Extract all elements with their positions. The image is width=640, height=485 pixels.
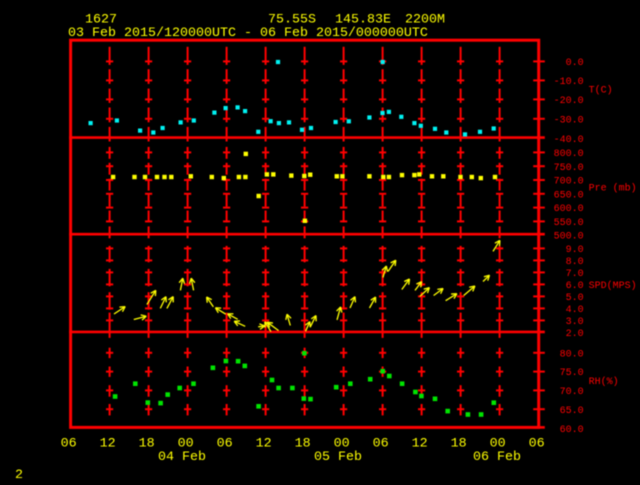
svg-text:18: 18 xyxy=(139,437,155,452)
svg-text:3.0: 3.0 xyxy=(566,317,584,328)
svg-text:06: 06 xyxy=(61,437,77,452)
svg-text:7.0: 7.0 xyxy=(566,269,584,280)
svg-text:9.0: 9.0 xyxy=(566,245,584,256)
svg-text:70.0: 70.0 xyxy=(560,387,584,398)
svg-text:Pre (mb): Pre (mb) xyxy=(589,183,637,195)
svg-text:12: 12 xyxy=(412,437,428,452)
svg-text:550.0: 550.0 xyxy=(554,218,584,229)
svg-text:RH(%): RH(%) xyxy=(589,376,619,388)
svg-text:75.0: 75.0 xyxy=(560,368,584,379)
svg-text:4.0: 4.0 xyxy=(566,305,584,316)
svg-text:SPD(MPS): SPD(MPS) xyxy=(589,280,637,292)
svg-text:500.0: 500.0 xyxy=(554,232,584,243)
svg-text:750.0: 750.0 xyxy=(554,163,584,174)
svg-text:80.0: 80.0 xyxy=(560,349,584,360)
svg-text:-20.0: -20.0 xyxy=(554,96,584,107)
svg-text:65.0: 65.0 xyxy=(560,406,584,417)
svg-text:-30.0: -30.0 xyxy=(554,115,584,126)
svg-text:12: 12 xyxy=(256,437,272,452)
svg-text:6.0: 6.0 xyxy=(566,281,584,292)
svg-text:-40.0: -40.0 xyxy=(554,135,584,146)
svg-text:0.0: 0.0 xyxy=(566,58,584,69)
svg-text:60.0: 60.0 xyxy=(560,425,584,436)
svg-text:04 Feb: 04 Feb xyxy=(158,450,206,465)
svg-text:600.0: 600.0 xyxy=(554,204,584,215)
svg-text:8.0: 8.0 xyxy=(566,257,584,268)
svg-text:2: 2 xyxy=(15,468,23,480)
svg-text:700.0: 700.0 xyxy=(554,177,584,188)
svg-text:06 Feb: 06 Feb xyxy=(473,450,521,465)
svg-text:18: 18 xyxy=(295,437,311,452)
svg-text:2.0: 2.0 xyxy=(566,329,584,340)
svg-text:05 Feb: 05 Feb xyxy=(314,450,362,465)
svg-text:06: 06 xyxy=(217,437,233,452)
svg-text:12: 12 xyxy=(100,437,116,452)
svg-text:06: 06 xyxy=(529,437,545,452)
svg-text:5.0: 5.0 xyxy=(566,293,584,304)
svg-text:03 Feb 2015/120000UTC - 06 Feb: 03 Feb 2015/120000UTC - 06 Feb 2015/0000… xyxy=(68,26,428,41)
svg-text:650.0: 650.0 xyxy=(554,190,584,201)
svg-text:06: 06 xyxy=(373,437,389,452)
svg-text:18: 18 xyxy=(451,437,467,452)
svg-text:800.0: 800.0 xyxy=(554,149,584,160)
svg-text:T(C): T(C) xyxy=(589,85,613,97)
svg-text:-10.0: -10.0 xyxy=(554,77,584,88)
